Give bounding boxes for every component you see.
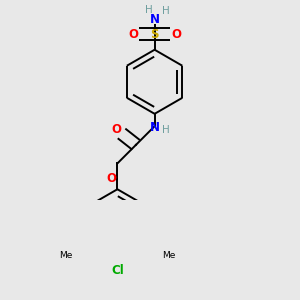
Text: O: O bbox=[171, 28, 181, 41]
Text: Me: Me bbox=[59, 251, 73, 260]
Text: H: H bbox=[162, 125, 170, 135]
Text: H: H bbox=[145, 5, 152, 15]
Text: H: H bbox=[162, 6, 170, 16]
Text: O: O bbox=[106, 172, 116, 185]
Text: O: O bbox=[111, 123, 122, 136]
Text: N: N bbox=[150, 13, 160, 26]
Text: Me: Me bbox=[162, 251, 176, 260]
Text: S: S bbox=[150, 28, 159, 41]
Text: Cl: Cl bbox=[111, 264, 124, 277]
Text: N: N bbox=[150, 121, 160, 134]
Text: O: O bbox=[128, 28, 138, 41]
